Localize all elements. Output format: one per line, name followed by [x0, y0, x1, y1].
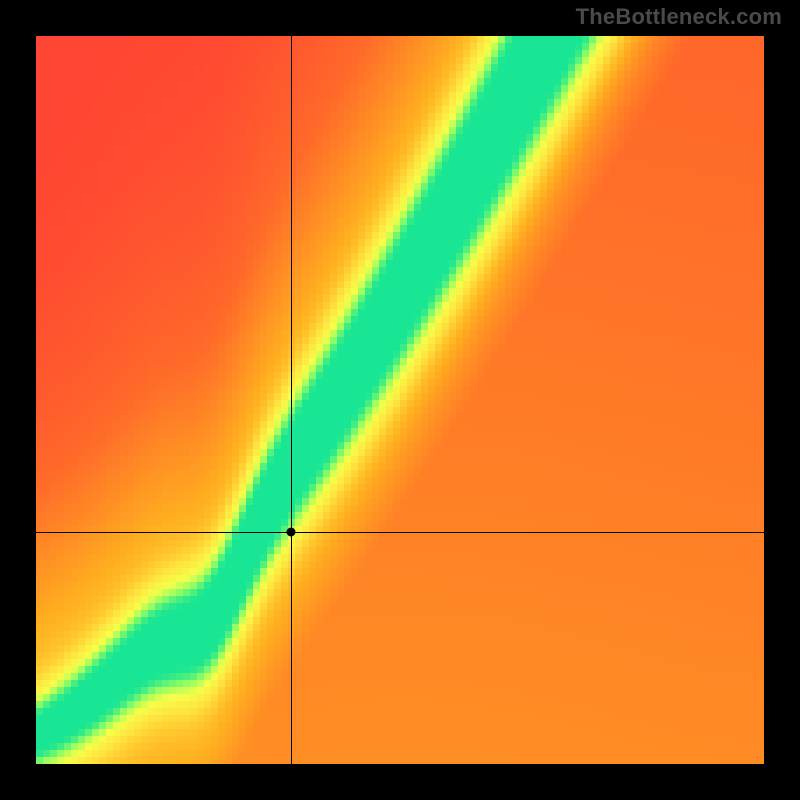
crosshair-marker [287, 528, 296, 537]
root: TheBottleneck.com [0, 0, 800, 800]
chart-area [36, 36, 764, 764]
crosshair-horizontal [36, 532, 764, 533]
heatmap-canvas [36, 36, 764, 764]
crosshair-vertical [291, 36, 292, 764]
watermark-text: TheBottleneck.com [576, 4, 782, 30]
